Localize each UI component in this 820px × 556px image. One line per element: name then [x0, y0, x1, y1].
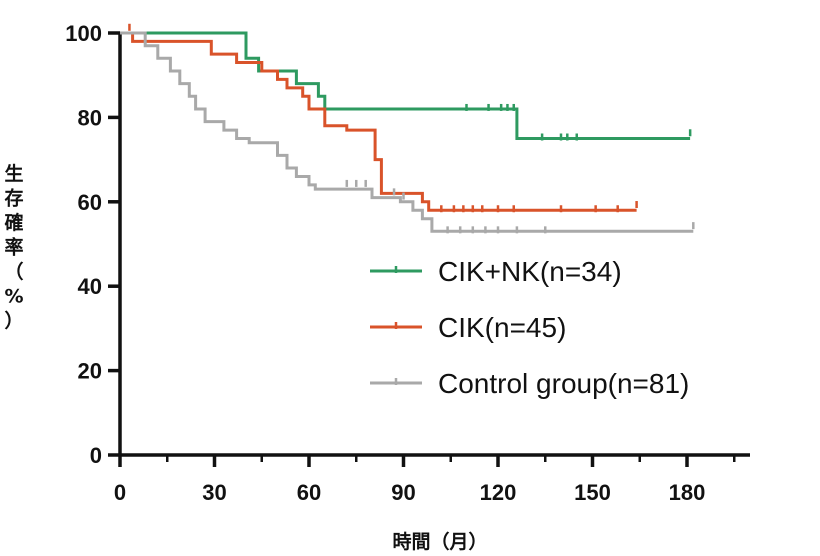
series-line	[120, 31, 694, 233]
x-tick-label: 30	[202, 480, 226, 505]
x-tick-label: 120	[480, 480, 517, 505]
x-tick-label: 0	[114, 480, 126, 505]
y-axis-title-char: （	[4, 260, 23, 283]
x-tick-label: 90	[391, 480, 415, 505]
x-axis-title: 時間（月）	[392, 530, 487, 553]
y-tick-label: 80	[78, 105, 102, 130]
y-axis-title-char: 存	[4, 187, 23, 210]
y-axis-title-char: %	[4, 286, 23, 308]
legend-label: CIK(n=45)	[438, 312, 566, 343]
y-tick-label: 20	[78, 359, 102, 384]
x-tick-label: 60	[297, 480, 321, 505]
y-tick-label: 40	[78, 274, 102, 299]
legend-item-1: CIK+NK(n=34)	[370, 256, 622, 287]
x-tick-label: 150	[574, 480, 611, 505]
series-line	[120, 31, 637, 212]
y-axis-title-char: 率	[4, 236, 23, 259]
y-tick-label: 100	[65, 21, 102, 46]
y-axis-title-char: 確	[4, 211, 23, 234]
legend: CIK+NK(n=34) CIK(n=45) Control group(n=81)	[370, 256, 689, 399]
legend-label: CIK+NK(n=34)	[438, 256, 622, 287]
y-tick-label: 0	[90, 443, 102, 468]
legend-item-2: CIK(n=45)	[370, 312, 566, 343]
legend-label: Control group(n=81)	[438, 368, 689, 399]
series-1	[120, 31, 692, 141]
axes: 0 20 40 60 80 100 0 30 60 90 120 150 180	[65, 21, 750, 505]
x-tick-label: 180	[669, 480, 706, 505]
series-line	[120, 31, 691, 140]
series-layer	[120, 23, 695, 234]
series-2	[120, 23, 638, 213]
series-3	[120, 31, 695, 234]
legend-item-3: Control group(n=81)	[370, 368, 689, 399]
y-tick-label: 60	[78, 190, 102, 215]
y-axis-title: 生存確率（%）	[4, 162, 23, 332]
y-axis-title-char: 生	[4, 162, 23, 185]
y-axis-title-char: ）	[4, 309, 23, 332]
